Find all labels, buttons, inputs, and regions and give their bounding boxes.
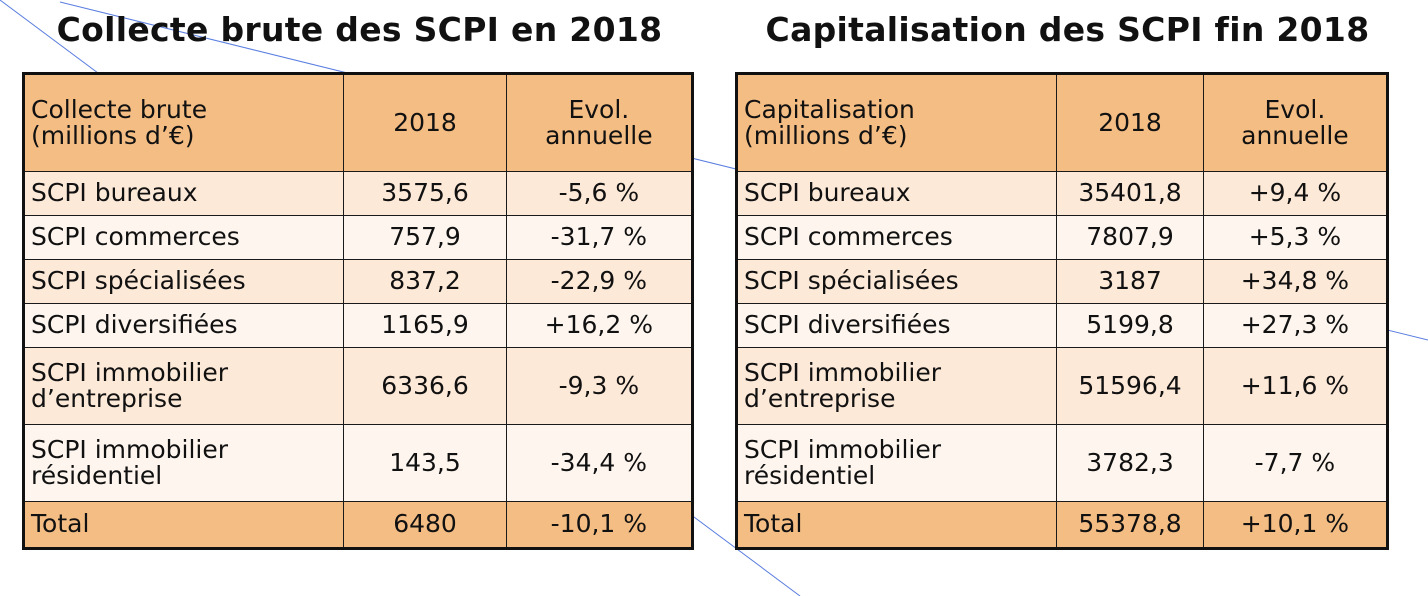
row-label: SCPI spécialisées (22, 259, 345, 304)
header-evol: Evol. annuelle (545, 94, 653, 150)
total-value: 55378,8 (1056, 501, 1204, 549)
header-year: 2018 (393, 107, 457, 137)
row-label: SCPI immobilier d’entreprise (735, 347, 1058, 425)
header-label-cell: Capitalisation (millions d’€) (735, 73, 1058, 172)
row-value: 6336,6 (343, 347, 507, 425)
header-evol: Evol. annuelle (1241, 94, 1349, 150)
collecte-table: Collecte brute (millions d’€) 2018 Evol.… (22, 72, 694, 550)
table-row: SCPI spécialisées 837,2 -22,9 % (22, 259, 694, 304)
row-label: SCPI commerces (22, 215, 345, 260)
row-evol: +16,2 % (505, 303, 694, 348)
row-evol: -7,7 % (1202, 424, 1389, 502)
row-value: 757,9 (343, 215, 507, 260)
total-row: Total 55378,8 +10,1 % (735, 501, 1389, 549)
table-row: SCPI immobilier d’entreprise 51596,4 +11… (735, 347, 1389, 425)
row-value: 51596,4 (1056, 347, 1204, 425)
header-year-cell: 2018 (1056, 73, 1204, 172)
row-evol: +34,8 % (1202, 259, 1389, 304)
row-value: 837,2 (343, 259, 507, 304)
row-label: SCPI commerces (735, 215, 1058, 260)
row-value: 3187 (1056, 259, 1204, 304)
total-label: Total (22, 501, 345, 549)
table-header-row: Collecte brute (millions d’€) 2018 Evol.… (22, 73, 694, 172)
row-evol: -5,6 % (505, 171, 694, 216)
total-evol: -10,1 % (505, 501, 694, 549)
collecte-title: Collecte brute des SCPI en 2018 (56, 10, 663, 49)
table-row: SCPI commerces 7807,9 +5,3 % (735, 215, 1389, 260)
row-label: SCPI diversifiées (22, 303, 345, 348)
table-row: SCPI immobilier résidentiel 143,5 -34,4 … (22, 424, 694, 502)
capitalisation-title: Capitalisation des SCPI fin 2018 (765, 10, 1370, 49)
total-label: Total (735, 501, 1058, 549)
row-value: 35401,8 (1056, 171, 1204, 216)
row-evol: +11,6 % (1202, 347, 1389, 425)
row-evol: +5,3 % (1202, 215, 1389, 260)
row-value: 3782,3 (1056, 424, 1204, 502)
table-header-row: Capitalisation (millions d’€) 2018 Evol.… (735, 73, 1389, 172)
row-value: 7807,9 (1056, 215, 1204, 260)
header-year-cell: 2018 (343, 73, 507, 172)
row-value: 3575,6 (343, 171, 507, 216)
total-value: 6480 (343, 501, 507, 549)
row-label: SCPI bureaux (22, 171, 345, 216)
row-evol: +27,3 % (1202, 303, 1389, 348)
header-evol-cell: Evol. annuelle (1202, 73, 1389, 172)
row-label: SCPI spécialisées (735, 259, 1058, 304)
table-row: SCPI spécialisées 3187 +34,8 % (735, 259, 1389, 304)
capitalisation-table: Capitalisation (millions d’€) 2018 Evol.… (735, 72, 1389, 550)
row-value: 143,5 (343, 424, 507, 502)
header-evol-cell: Evol. annuelle (505, 73, 694, 172)
header-label: Capitalisation (millions d’€) (744, 94, 915, 150)
row-value: 1165,9 (343, 303, 507, 348)
row-evol: -22,9 % (505, 259, 694, 304)
row-label: SCPI bureaux (735, 171, 1058, 216)
table-row: SCPI commerces 757,9 -31,7 % (22, 215, 694, 260)
total-evol: +10,1 % (1202, 501, 1389, 549)
header-label: Collecte brute (millions d’€) (31, 94, 208, 150)
row-label: SCPI immobilier d’entreprise (22, 347, 345, 425)
table-row: SCPI immobilier d’entreprise 6336,6 -9,3… (22, 347, 694, 425)
header-year: 2018 (1098, 107, 1162, 137)
row-label: SCPI diversifiées (735, 303, 1058, 348)
row-evol: -34,4 % (505, 424, 694, 502)
row-evol: -31,7 % (505, 215, 694, 260)
row-label: SCPI immobilier résidentiel (735, 424, 1058, 502)
table-row: SCPI immobilier résidentiel 3782,3 -7,7 … (735, 424, 1389, 502)
table-row: SCPI diversifiées 1165,9 +16,2 % (22, 303, 694, 348)
row-evol: -9,3 % (505, 347, 694, 425)
table-row: SCPI bureaux 3575,6 -5,6 % (22, 171, 694, 216)
total-row: Total 6480 -10,1 % (22, 501, 694, 549)
header-label-cell: Collecte brute (millions d’€) (22, 73, 345, 172)
row-evol: +9,4 % (1202, 171, 1389, 216)
table-row: SCPI diversifiées 5199,8 +27,3 % (735, 303, 1389, 348)
row-label: SCPI immobilier résidentiel (22, 424, 345, 502)
row-value: 5199,8 (1056, 303, 1204, 348)
table-row: SCPI bureaux 35401,8 +9,4 % (735, 171, 1389, 216)
